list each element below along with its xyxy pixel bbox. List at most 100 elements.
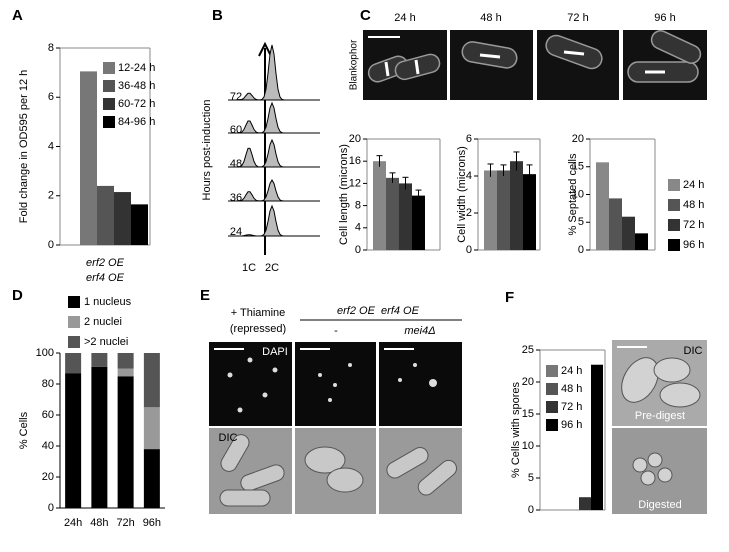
x-tick-label: 72h <box>116 517 134 529</box>
stain-label: DAPI <box>262 346 288 358</box>
y-tick-label: 0 <box>466 244 472 256</box>
time-label: 96 h <box>654 12 675 24</box>
nucleus <box>413 363 417 367</box>
row-label: 60 <box>230 124 242 136</box>
bar <box>412 195 425 250</box>
septum <box>384 61 390 77</box>
legend-swatch <box>103 98 115 110</box>
legend-label: 60-72 h <box>118 98 155 110</box>
y-tick-label: 10 <box>522 440 534 452</box>
legend-swatch <box>68 316 80 328</box>
legend-label: 72 h <box>561 401 582 413</box>
x-label: erf2 OE <box>86 257 125 269</box>
y-tick-label: 16 <box>349 155 361 167</box>
bar <box>484 170 497 250</box>
micrograph <box>379 342 462 426</box>
septum <box>414 59 420 75</box>
panel-f-images: DIC Pre-digest Digested <box>612 340 707 514</box>
legend-swatch <box>668 199 680 211</box>
x-label: 2C <box>265 262 279 274</box>
bar <box>635 233 648 250</box>
condition: + Thiamine <box>231 307 286 319</box>
legend-label: 24 h <box>683 179 704 191</box>
bar <box>497 170 510 250</box>
y-label: Cell length (microns) <box>338 144 350 245</box>
image-label: DIC <box>684 345 703 357</box>
cell <box>417 459 457 496</box>
nucleus <box>237 407 243 413</box>
x-label: 1C <box>242 262 256 274</box>
bar-segment <box>143 449 160 508</box>
y-tick-label: 60 <box>42 409 54 421</box>
row-label: 72 <box>230 91 242 103</box>
legend-swatch <box>546 365 558 377</box>
y-tick-label: 25 <box>522 344 534 356</box>
legend-swatch <box>668 179 680 191</box>
y-tick-label: 5 <box>578 216 584 228</box>
legend-swatch <box>103 116 115 128</box>
flow-histograms: Hours post-induction 72 60 48 36 24 1C 2… <box>201 41 320 274</box>
time-label: 72 h <box>567 12 588 24</box>
y-tick-label: 10 <box>572 188 584 200</box>
histogram-trace <box>228 101 320 134</box>
y-tick-label: 0 <box>578 244 584 256</box>
bar-segment <box>91 366 108 508</box>
y-tick-label: 5 <box>528 472 534 484</box>
genotype: erf2 OE erf4 OE <box>337 305 420 317</box>
legend-swatch <box>103 80 115 92</box>
y-label: Fold change in OD595 per 12 h <box>18 70 30 224</box>
y-tick-label: 0 <box>355 244 361 256</box>
y-label: % Cells with spores <box>510 382 522 478</box>
cell <box>304 446 346 474</box>
x-label: erf4 OE <box>86 272 125 284</box>
bar <box>510 161 523 250</box>
stain-label: DIC <box>219 432 238 444</box>
legend-swatch <box>68 296 80 308</box>
histogram-trace <box>228 178 320 202</box>
ascus <box>659 382 701 408</box>
bar <box>373 161 386 250</box>
y-tick-label: 0 <box>48 239 54 251</box>
y-tick-label: 4 <box>48 140 54 152</box>
y-tick-label: 12 <box>349 177 361 189</box>
ascus <box>621 357 659 403</box>
legend-swatch <box>68 336 80 348</box>
bar <box>386 177 399 250</box>
nucleus <box>318 373 322 377</box>
nucleus <box>348 363 352 367</box>
y-label: Cell width (microns) <box>456 146 468 243</box>
cell <box>650 30 702 64</box>
panel-label: D <box>12 287 23 304</box>
legend-label: 36-48 h <box>118 80 155 92</box>
bar <box>591 364 603 510</box>
stain-label: Blankophor <box>349 39 360 90</box>
condition: (repressed) <box>230 323 286 335</box>
panel-e: + Thiamine (repressed) erf2 OE erf4 OE -… <box>209 305 462 514</box>
legend-swatch <box>546 419 558 431</box>
histogram-trace <box>228 138 320 168</box>
time-label: 24 h <box>394 12 415 24</box>
y-tick-label: 100 <box>36 347 54 359</box>
bar <box>622 216 635 250</box>
y-tick-label: 0 <box>528 504 534 516</box>
bar <box>523 174 536 250</box>
bar-segment <box>143 407 160 450</box>
y-tick-label: 8 <box>355 200 361 212</box>
spore <box>647 452 663 468</box>
bar <box>97 185 114 245</box>
y-tick-label: 8 <box>48 42 54 54</box>
time-label: 48 h <box>480 12 501 24</box>
micrograph <box>209 342 292 426</box>
y-tick-label: 40 <box>42 440 54 452</box>
nucleus <box>429 379 437 387</box>
septum <box>479 53 501 59</box>
legend-label: 2 nuclei <box>84 316 122 328</box>
spore <box>657 467 673 483</box>
panel-label: A <box>12 7 23 24</box>
y-label: % Cells <box>18 411 30 449</box>
image-label: Digested <box>638 499 681 511</box>
septum <box>563 50 585 56</box>
y-tick-label: 20 <box>572 133 584 145</box>
legend-label: 96 h <box>683 239 704 251</box>
